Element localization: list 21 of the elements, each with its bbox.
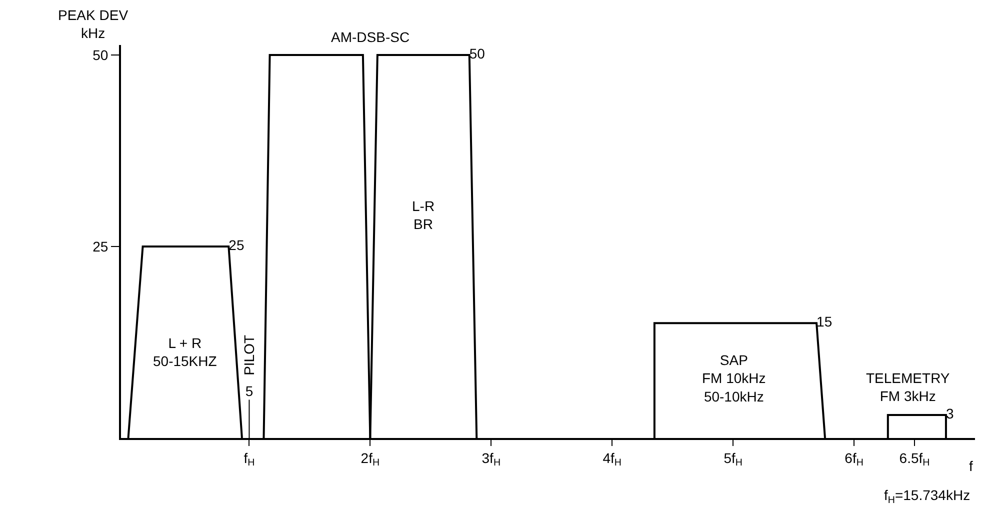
x-tick-label: 6.5f$_{H}$ bbox=[899, 450, 930, 469]
x-tick-label: 3f$_{H}$ bbox=[482, 450, 501, 469]
text: f$_{H}$=15.734kHz bbox=[884, 487, 970, 506]
x-axis-title: f bbox=[969, 458, 973, 474]
data-label: 25 bbox=[228, 236, 244, 253]
data-label: 5 bbox=[245, 383, 254, 400]
data-label: 15 bbox=[816, 314, 832, 330]
x-tick-label: f$_{H}$ bbox=[244, 450, 255, 469]
annotation: TELEMETRY FM 3kHz bbox=[866, 370, 950, 404]
y-axis-title: PEAK DEV kHz bbox=[58, 7, 129, 42]
text: AM-DSB-SC bbox=[331, 29, 410, 45]
data-label: 50 bbox=[469, 45, 486, 62]
x-tick-label: 5f$_{H}$ bbox=[724, 450, 742, 469]
annotation: L-R BR bbox=[412, 198, 435, 232]
annotation: SAP FM 10kHz 50-10kHz bbox=[702, 352, 766, 404]
x-tick-label: 6f$_{H}$ bbox=[844, 450, 864, 469]
x-tick-label: 4f$_{H}$ bbox=[602, 450, 622, 469]
annotation: L + R 50-15KHZ bbox=[153, 335, 218, 370]
text: PILOT bbox=[241, 334, 258, 376]
x-tick-label: 2f$_{H}$ bbox=[360, 450, 380, 469]
data-label: 3 bbox=[946, 406, 954, 422]
